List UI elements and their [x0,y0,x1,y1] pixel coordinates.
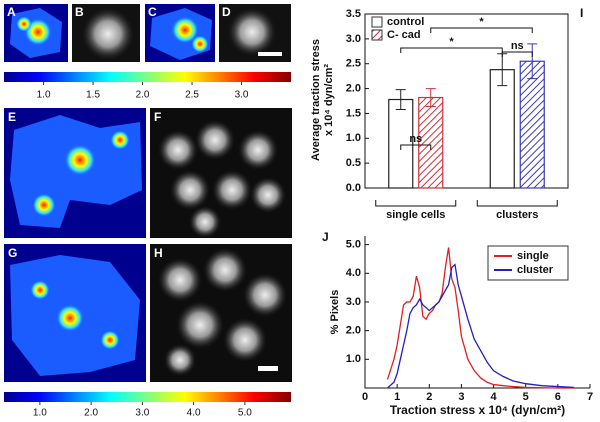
x-tick-label: 0 [362,391,368,403]
image-b [72,4,140,62]
image-d [219,4,291,62]
legend-label: cluster [517,264,554,276]
panel-label: E [8,110,16,124]
data-line [387,263,574,389]
panel-label: A [7,5,16,19]
panel-label: H [154,246,163,260]
plot-frame [364,13,569,189]
error-bar [425,88,436,107]
colorbar-tick-label: 3.0 [135,408,149,419]
panel-label: D [222,5,231,19]
image-c [145,4,215,62]
error-bar [395,89,406,110]
y-axis-label: % Pixels [329,290,341,335]
y-tick-label: 0.0 [346,182,361,194]
legend-label: C- cad [387,29,421,41]
colorbar-tick-label: 3.0 [235,90,249,101]
x-axis-label: Traction stress x 10⁴ (dyn/cm²) [390,403,565,417]
y-tick-label: 5.0 [346,239,361,251]
colorbar-tick-label: 4.0 [187,408,201,419]
significance-bracket [501,51,533,57]
x-tick-label: 4 [491,391,498,403]
colorbar-tick-label: 2.0 [84,408,98,419]
bar [418,96,444,189]
x-tick-label: 7 [587,391,593,403]
colorbar-tick-label: 5.0 [238,408,252,419]
panel-label: B [75,5,84,19]
bar [388,98,414,189]
panel-label: G [8,246,17,260]
legend-swatch [371,16,383,28]
bar [489,69,515,189]
colorbar-tick-label: 2.0 [136,90,150,101]
y-tick-label: 2.5 [346,58,361,70]
x-tick-label: clusters [496,209,538,221]
x-tick-label: 3 [458,391,464,403]
y-tick-label: 1.0 [346,132,361,144]
error-bar [527,43,538,80]
colorbar-tick-label: 1.5 [86,90,100,101]
colorbar-tick-label: 1.0 [33,408,47,419]
y-tick-label: 1.5 [346,107,361,119]
image-a [4,4,68,62]
y-tick-label: 3.0 [346,33,361,45]
bar [519,60,545,189]
y-tick-label: 3.5 [346,8,361,20]
panel-label: J [322,230,329,244]
annotation: ns [511,40,524,52]
x-tick-label: 1 [394,391,400,403]
image-h [150,244,292,382]
x-tick-label: single cells [386,209,445,221]
image-f [150,108,292,238]
y-axis-label: Average traction stress [310,39,322,161]
annotation: ns [409,133,422,145]
significance-bracket [400,47,503,53]
data-line [386,247,574,389]
y-tick-label: 2.0 [346,325,361,337]
y-tick-label: 4.0 [346,267,361,279]
y-tick-label: 1.0 [346,353,361,365]
legend-label: single [517,250,549,262]
annotation: * [479,16,484,28]
y-tick-label: 0.5 [346,157,361,169]
y-tick-label: 3.0 [346,296,361,308]
y-tick-label: 2.0 [346,82,361,94]
panel-label: C [148,5,157,19]
legend-label: control [387,16,424,28]
category-bracket [375,200,457,207]
colorbar-tick-label: 1.0 [37,90,51,101]
image-e [4,108,146,238]
significance-bracket [430,27,533,33]
annotation: * [449,36,454,48]
y-axis-label: x 10⁴ dyn/cm² [323,64,335,136]
panel-label: I [580,6,583,20]
panel-label: F [154,110,161,124]
legend-swatch [371,29,383,41]
x-tick-label: 2 [426,391,432,403]
x-tick-label: 6 [555,391,561,403]
colorbar [4,392,291,402]
colorbar [4,72,291,82]
x-tick-label: 5 [523,391,529,403]
legend-box [487,245,569,281]
category-bracket [476,200,558,207]
significance-bracket [400,144,432,150]
image-g [4,244,146,382]
colorbar-tick-label: 2.5 [185,90,199,101]
